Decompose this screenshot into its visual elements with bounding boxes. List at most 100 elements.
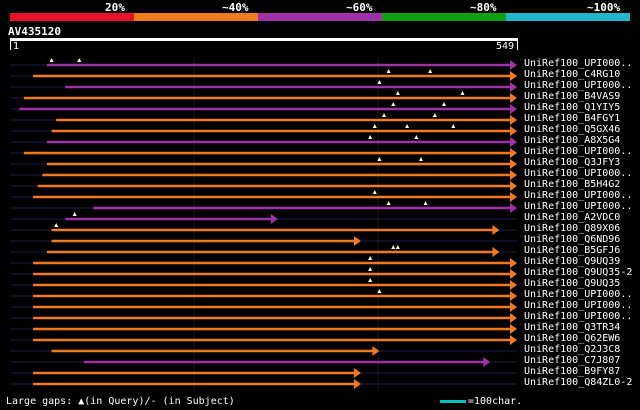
hit-arrow-icon xyxy=(510,137,517,147)
ruler-end-label: 549 xyxy=(496,41,515,52)
legend-segment-2 xyxy=(134,13,258,21)
hit-arrow-icon xyxy=(510,159,517,169)
hit-label[interactable]: UniRef100_A2VDC0 xyxy=(524,212,621,223)
hit-arrow-icon xyxy=(483,357,491,367)
query-gap-marker-icon xyxy=(368,267,373,271)
hit-label[interactable]: UniRef100_UPI000.. xyxy=(524,190,633,201)
query-gap-marker-icon xyxy=(77,58,82,62)
hit-label[interactable]: UniRef100_UPI000.. xyxy=(524,289,633,300)
query-gap-marker-icon xyxy=(49,58,54,62)
hit-arrow-icon xyxy=(492,247,500,257)
hit-arrow-icon xyxy=(510,60,517,70)
ruler-start-label: 1 xyxy=(13,41,20,52)
query-gap-marker-icon xyxy=(368,135,373,139)
hit-arrow-icon xyxy=(510,192,517,202)
hit-label[interactable]: UniRef100_B4FGY1 xyxy=(524,113,621,124)
hit-label[interactable]: UniRef100_Q5GX46 xyxy=(524,124,621,135)
hit-arrow-icon xyxy=(510,302,517,312)
hit-label[interactable]: UniRef100_Q84ZL0-2 xyxy=(524,377,633,388)
query-gap-marker-icon xyxy=(391,245,396,249)
legend-label-1: 20% xyxy=(105,1,125,14)
hit-label[interactable]: UniRef100_B5H4G2 xyxy=(524,179,621,190)
query-gap-marker-icon xyxy=(414,135,419,139)
ruler-line xyxy=(10,38,518,41)
query-gap-marker-icon xyxy=(377,157,382,161)
legend-segment-3 xyxy=(258,13,382,21)
query-gap-marker-icon xyxy=(391,102,396,106)
hit-arrow-icon xyxy=(353,379,361,389)
query-gap-marker-icon xyxy=(405,124,410,128)
hit-label[interactable]: UniRef100_C4RG10 xyxy=(524,69,621,80)
hit-label[interactable]: UniRef100_Q62EW6 xyxy=(524,333,621,344)
query-gap-marker-icon xyxy=(377,80,382,84)
query-gap-marker-icon xyxy=(432,113,437,117)
scale-label: =100char. xyxy=(468,396,523,407)
hit-label[interactable]: UniRef100_Q6ND96 xyxy=(524,234,621,245)
hit-arrow-icon xyxy=(510,324,517,334)
hit-arrow-icon xyxy=(510,148,517,158)
legend-segment-4 xyxy=(382,13,506,21)
hit-arrow-icon xyxy=(510,82,517,92)
query-gap-marker-icon xyxy=(451,124,456,128)
hit-label[interactable]: UniRef100_A8X5G4 xyxy=(524,135,621,146)
hit-arrow-icon xyxy=(270,214,278,224)
hit-arrow-icon xyxy=(353,236,361,246)
query-gap-marker-icon xyxy=(72,212,77,216)
hit-arrow-icon xyxy=(510,104,517,114)
hit-label[interactable]: UniRef100_B4VAS9 xyxy=(524,91,621,102)
hit-label[interactable]: UniRef100_UPI000.. xyxy=(524,201,633,212)
query-gap-marker-icon xyxy=(368,256,373,260)
hit-arrow-icon xyxy=(510,115,517,125)
hit-label[interactable]: UniRef100_Q9UQ35-2 xyxy=(524,267,633,278)
hit-arrow-icon xyxy=(510,126,517,136)
hit-label[interactable]: UniRef100_UPI000.. xyxy=(524,300,633,311)
hit-label[interactable]: UniRef100_Q2J3C8 xyxy=(524,344,621,355)
hit-arrow-icon xyxy=(492,225,500,235)
hit-label[interactable]: UniRef100_Q1YIY5 xyxy=(524,102,621,113)
scale-bar xyxy=(440,399,466,403)
footer-scale-legend: =100char. xyxy=(440,396,522,407)
hit-label[interactable]: UniRef100_Q9UQ39 xyxy=(524,256,621,267)
hit-label[interactable]: UniRef100_UPI000.. xyxy=(524,80,633,91)
hit-label[interactable]: UniRef100_UPI000.. xyxy=(524,168,633,179)
legend-label-4: ~80% xyxy=(470,1,497,14)
hit-label[interactable]: UniRef100_UPI000.. xyxy=(524,146,633,157)
query-gap-marker-icon xyxy=(428,69,433,73)
legend-label-3: ~60% xyxy=(346,1,373,14)
hit-arrow-icon xyxy=(510,71,517,81)
query-gap-marker-icon xyxy=(377,289,382,293)
query-gap-marker-icon xyxy=(372,190,377,194)
hit-label[interactable]: UniRef100_Q3JFY3 xyxy=(524,157,621,168)
hit-label[interactable]: UniRef100_UPI000.. xyxy=(524,311,633,322)
hit-arrow-icon xyxy=(510,335,517,345)
hit-arrow-icon xyxy=(510,93,517,103)
legend-segment-5 xyxy=(506,13,630,21)
hit-arrow-icon xyxy=(353,368,361,378)
hit-arrow-icon xyxy=(510,181,517,191)
legend-segment-1 xyxy=(10,13,134,21)
query-gap-marker-icon xyxy=(386,69,391,73)
hit-label[interactable]: UniRef100_Q3TR34 xyxy=(524,322,621,333)
query-gap-marker-icon xyxy=(372,124,377,128)
footer-gap-legend: Large gaps: ▲(in Query)/- (in Subject) xyxy=(6,396,235,407)
hit-label[interactable]: UniRef100_B5GFJ6 xyxy=(524,245,621,256)
query-title: AV435120 xyxy=(8,25,61,38)
hit-label[interactable]: UniRef100_Q9UQ35 xyxy=(524,278,621,289)
hit-arrow-icon xyxy=(510,203,517,213)
query-gap-marker-icon xyxy=(395,91,400,95)
query-ruler: 1 549 xyxy=(10,38,518,52)
hit-label[interactable]: UniRef100_B9FY87 xyxy=(524,366,621,377)
hit-label[interactable]: UniRef100_Q89X06 xyxy=(524,223,621,234)
hit-arrow-icon xyxy=(372,346,380,356)
ruler-end-tick xyxy=(517,41,518,50)
hit-arrow-icon xyxy=(510,291,517,301)
hit-label[interactable]: UniRef100_C7J807 xyxy=(524,355,621,366)
hit-arrow-icon xyxy=(510,313,517,323)
hit-label[interactable]: UniRef100_UPI000.. xyxy=(524,58,633,69)
identity-legend-bar: 20% ~40% ~60% ~80% ~100% xyxy=(10,0,630,22)
query-gap-marker-icon xyxy=(418,157,423,161)
query-gap-marker-icon xyxy=(386,201,391,205)
query-gap-marker-icon xyxy=(368,278,373,282)
query-gap-marker-icon xyxy=(460,91,465,95)
